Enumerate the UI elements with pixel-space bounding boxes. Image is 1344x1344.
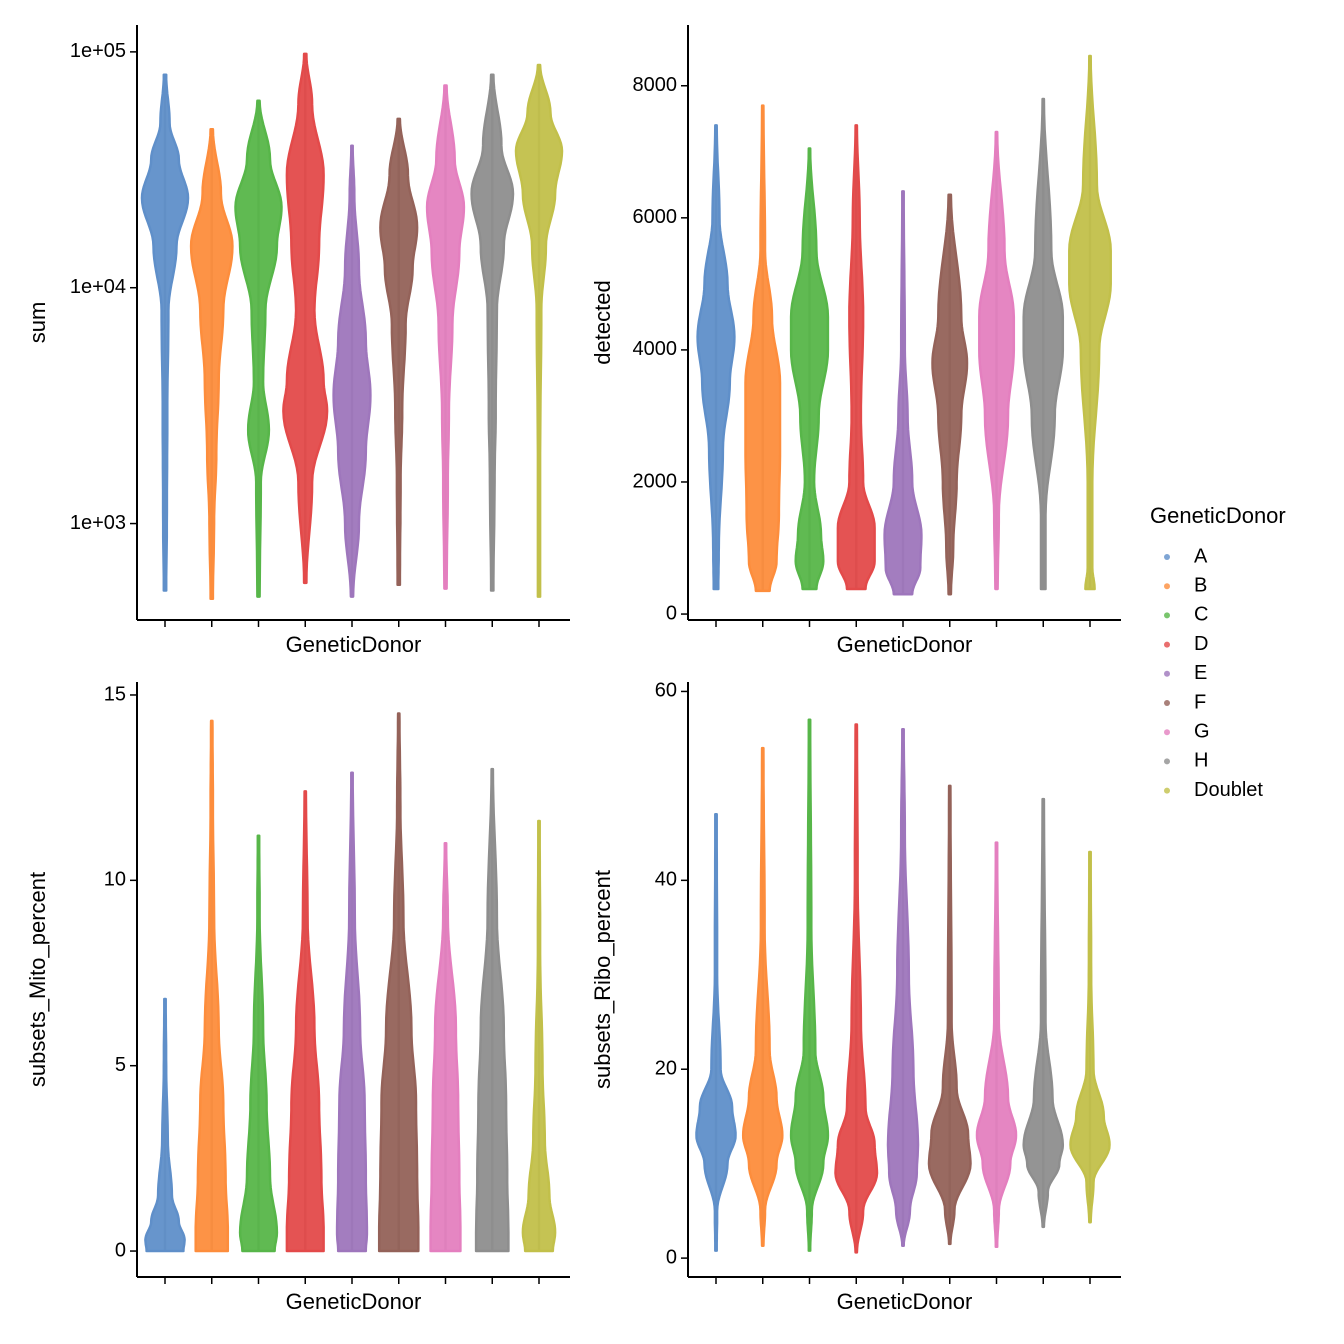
violin — [931, 193, 969, 596]
violin — [789, 718, 830, 1252]
violin — [927, 784, 972, 1246]
violin — [696, 124, 736, 591]
x-axis-title: GeneticDonor — [286, 1289, 422, 1314]
legend-label: D — [1194, 633, 1208, 655]
violin — [789, 147, 830, 591]
violin — [521, 819, 557, 1253]
violin — [425, 84, 466, 590]
violin — [1068, 54, 1112, 591]
violin — [1022, 797, 1065, 1229]
violin — [140, 73, 190, 592]
violin — [282, 52, 329, 585]
violin — [189, 127, 234, 600]
legend-label: G — [1194, 720, 1210, 742]
legend-marker — [1164, 758, 1170, 765]
violin — [474, 767, 510, 1253]
legend-marker — [1164, 700, 1170, 706]
legend-label: C — [1194, 604, 1208, 626]
violin — [834, 723, 879, 1254]
y-tick-label: 15 — [104, 683, 126, 705]
y-tick-label: 1e+05 — [70, 40, 126, 62]
violin — [335, 771, 369, 1253]
violin — [429, 842, 462, 1253]
violin — [886, 727, 920, 1248]
violin — [514, 63, 564, 598]
x-axis-title: GeneticDonor — [837, 1289, 973, 1314]
y-axis-title: subsets_Mito_percent — [25, 872, 50, 1087]
legend-label: E — [1194, 662, 1207, 684]
y-tick-label: 1e+03 — [70, 512, 126, 534]
y-axis-title: subsets_Ribo_percent — [590, 870, 615, 1089]
violin — [194, 719, 230, 1253]
y-tick-label: 60 — [655, 680, 677, 702]
violin — [883, 190, 923, 596]
y-tick-label: 1e+04 — [70, 276, 126, 298]
violin — [741, 746, 784, 1248]
y-tick-label: 0 — [666, 1246, 677, 1268]
legend-marker — [1164, 641, 1170, 648]
violin — [379, 117, 419, 587]
y-tick-label: 0 — [115, 1239, 126, 1261]
legend-label: F — [1194, 691, 1206, 713]
y-tick-label: 0 — [666, 602, 677, 624]
y-tick-label: 2000 — [633, 470, 678, 492]
x-axis-title: GeneticDonor — [286, 632, 422, 657]
violin — [978, 130, 1016, 591]
violin — [744, 104, 782, 593]
legend-marker — [1164, 670, 1170, 677]
legend-label: H — [1194, 750, 1208, 772]
y-tick-label: 20 — [655, 1058, 677, 1080]
y-tick-label: 8000 — [633, 74, 678, 96]
violin — [332, 144, 372, 598]
y-tick-label: 10 — [104, 869, 126, 891]
y-axis-title: detected — [590, 280, 615, 364]
violin — [144, 997, 186, 1253]
y-tick-label: 6000 — [633, 206, 678, 228]
legend-label: B — [1194, 574, 1207, 596]
legend-marker — [1164, 612, 1170, 619]
y-tick-label: 40 — [655, 869, 677, 891]
legend-marker — [1164, 583, 1170, 590]
violin — [377, 712, 420, 1253]
legend-marker — [1164, 554, 1170, 560]
y-tick-label: 5 — [115, 1054, 126, 1076]
violin — [238, 834, 279, 1253]
legend-marker — [1164, 729, 1170, 736]
legend-label: Doublet — [1194, 779, 1263, 801]
violin — [1069, 850, 1111, 1224]
violin — [975, 841, 1018, 1249]
violin — [1022, 97, 1065, 591]
violin — [836, 124, 876, 591]
legend-marker — [1164, 787, 1170, 794]
legend-title: GeneticDonor — [1150, 503, 1286, 528]
y-tick-label: 4000 — [633, 338, 678, 360]
x-axis-title: GeneticDonor — [837, 632, 973, 657]
violin — [234, 99, 283, 598]
violin — [285, 790, 325, 1253]
y-axis-title: sum — [25, 302, 50, 344]
violin — [695, 812, 737, 1252]
violin — [470, 73, 515, 592]
legend-label: A — [1194, 545, 1208, 567]
